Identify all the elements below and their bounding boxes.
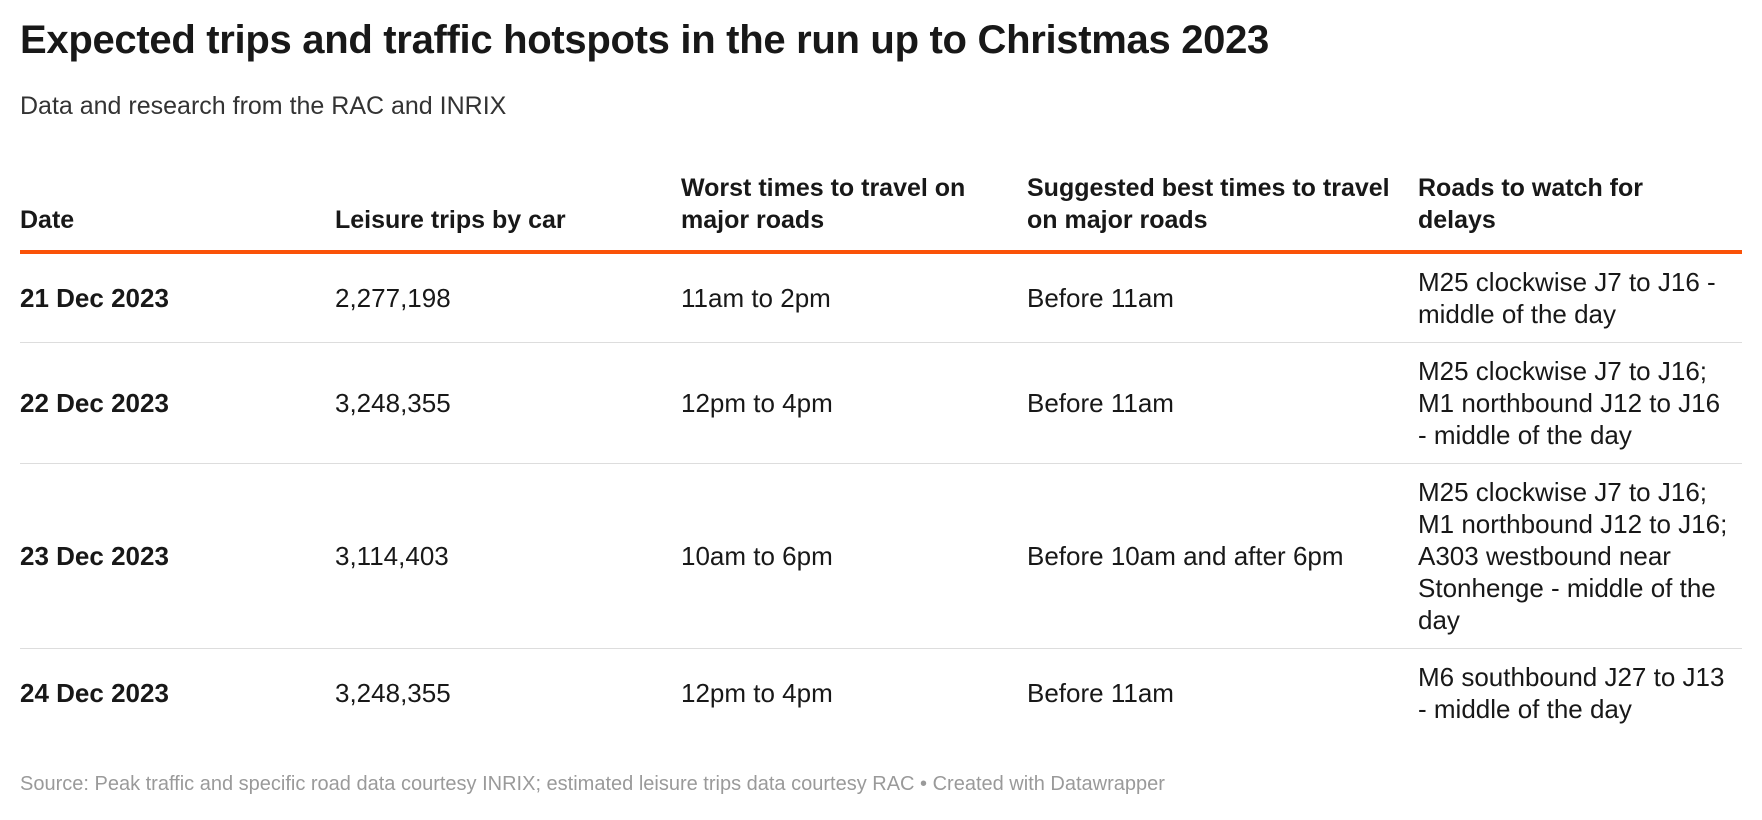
date-cell: 23 Dec 2023 <box>20 463 335 649</box>
table-body: 21 Dec 2023 2,277,198 11am to 2pm Before 11… <box>20 252 1742 737</box>
table-row: 23 Dec 2023 3,114,403 10am to 6pm Before 10… <box>20 463 1742 649</box>
table-cell: Before 11am <box>1027 678 1174 708</box>
column-header: Leisure trips by car <box>335 172 681 254</box>
table: Date Leisure trips by car Worst times to t… <box>20 172 1742 737</box>
table-cell: Before 11am <box>1027 342 1418 464</box>
bar-label: 3,248,355 <box>335 388 451 418</box>
subtitle: Data and research from the RAC and INRIX <box>20 92 507 120</box>
bar-label: 3,248,355 <box>335 678 451 708</box>
bar-label: 3,114,403 <box>335 541 449 571</box>
table-cell: Before 11am <box>1027 252 1418 343</box>
bar-track: 3,114,403 <box>335 540 673 572</box>
table-cell: M25 clockwise J7 to J16; M1 northbound J… <box>1418 342 1742 464</box>
trips-cell: 3,114,403 <box>335 463 681 649</box>
table-cell: M25 clockwise J7 to J16 - middle of the … <box>1418 252 1742 343</box>
table-cell: 12pm to 4pm <box>681 342 1027 464</box>
date-cell: 22 Dec 2023 <box>20 342 335 464</box>
bar-track: 2,277,198 <box>335 282 673 314</box>
bar-track: 3,248,355 <box>335 677 673 709</box>
bar: 3,248,355 <box>335 677 618 709</box>
table-row: 21 Dec 2023 2,277,198 11am to 2pm Before 11… <box>20 252 1742 343</box>
column-header: Date <box>20 172 335 254</box>
table-cell: 11am to 2pm <box>681 252 1027 343</box>
table-cell: M25 clockwise J7 to J16; M1 northbound J… <box>1418 463 1742 649</box>
header-row: Date Leisure trips by car Worst times to t… <box>20 172 1742 254</box>
title: Expected trips and traffic hotspots in t… <box>20 18 1270 62</box>
table-cell: 12pm to 4pm <box>681 678 833 708</box>
trips-cell: 3,248,355 <box>335 342 681 464</box>
column-header: Roads to watch for delays <box>1418 172 1742 254</box>
bar: 2,277,198 <box>335 282 533 314</box>
column-header: Worst times to travel on major roads <box>681 172 1027 254</box>
bar: 3,114,403 <box>335 540 606 572</box>
bar-track: 3,248,355 <box>335 387 673 419</box>
table-cell: Before 10am and after 6pm <box>1027 463 1418 649</box>
trips-cell: 2,277,198 <box>335 252 681 343</box>
table-row: 24 Dec 2023 3,248,355 12pm to 4pm Before 11… <box>20 649 1742 738</box>
table-cell: M6 southbound J27 to J13 - middle of the… <box>1418 662 1725 724</box>
table-cell: 10am to 6pm <box>681 463 1027 649</box>
date-cell: 21 Dec 2023 <box>20 252 335 343</box>
date-cell: 24 Dec 2023 <box>20 678 169 708</box>
column-header: Suggested best times to travel on major … <box>1027 172 1418 254</box>
bar-label: 2,277,198 <box>335 283 451 313</box>
trips-cell: 3,248,355 <box>335 649 681 738</box>
table-row: 22 Dec 2023 3,248,355 12pm to 4pm Before 11… <box>20 342 1742 464</box>
bar: 3,248,355 <box>335 387 618 419</box>
footer: Source: Peak traffic and specific road d… <box>20 773 1165 795</box>
